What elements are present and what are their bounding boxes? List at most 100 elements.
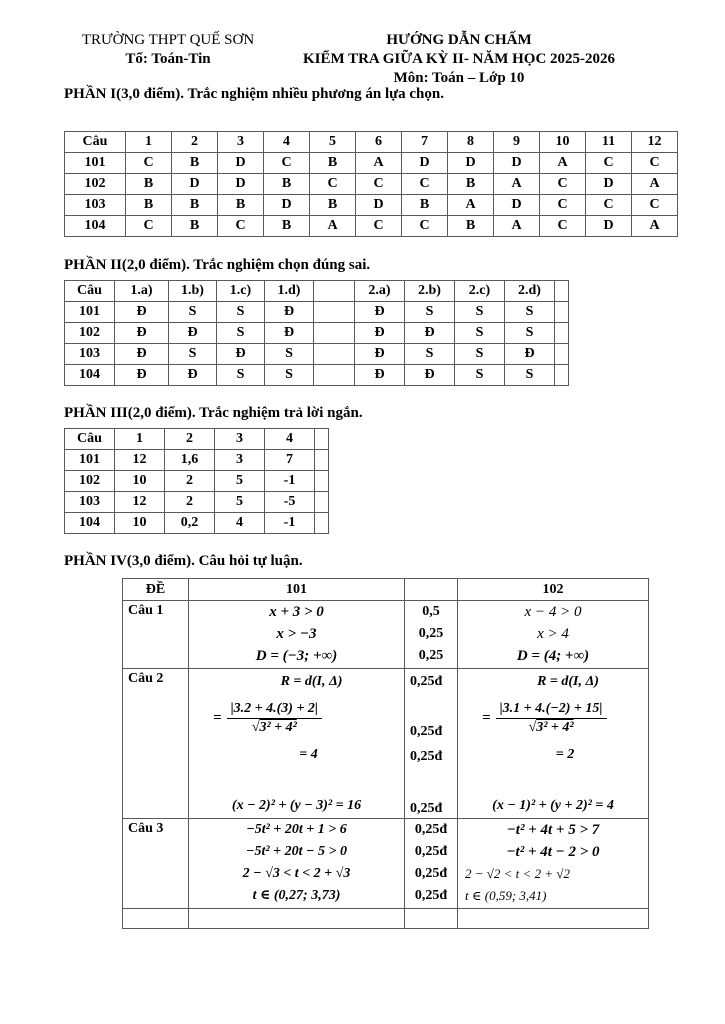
document-title-block: HƯỚNG DẪN CHẤM KIỂM TRA GIỮA KỲ II- NĂM … bbox=[290, 31, 628, 88]
answer-cell: S bbox=[216, 301, 265, 323]
answer-cell bbox=[314, 449, 329, 471]
question-label-cell: Câu 3 bbox=[122, 818, 189, 909]
solution-cell-101: −5t² + 20t + 1 > 6 −5t² + 20t − 5 > 0 2 … bbox=[188, 818, 405, 909]
part3-answer-table: Câu 1 2 3 4 101 12 1,6 3 7 102 10 2 5 -1 103 12 2 5 -5 1… bbox=[64, 428, 329, 534]
answer-cell: S bbox=[454, 322, 505, 344]
table-row: 101 12 1,6 3 7 bbox=[64, 449, 329, 471]
table-row: 101 Đ S S Đ Đ S S S bbox=[64, 301, 569, 323]
row-label: 104 bbox=[64, 512, 115, 534]
col-header: 1 bbox=[125, 131, 172, 153]
table-row: 104 10 0,2 4 -1 bbox=[64, 512, 329, 534]
math-line: D = (−3; +∞) bbox=[255, 648, 338, 664]
answer-cell: C bbox=[263, 152, 310, 174]
points-value: 0,25đ bbox=[410, 724, 443, 739]
math-line: x − 4 > 0 bbox=[524, 604, 582, 620]
answer-cell: A bbox=[631, 215, 678, 237]
answer-cell bbox=[314, 470, 329, 492]
answer-cell: Đ bbox=[114, 364, 169, 386]
answer-cell: C bbox=[401, 173, 448, 195]
math-line: (x − 2)² + (y − 3)² = 16 bbox=[231, 798, 362, 813]
school-header: TRƯỜNG THPT QUẾ SƠN Tổ: Toán-Tin bbox=[66, 31, 270, 69]
points-value: 0,25 bbox=[418, 648, 444, 663]
solution-cell-102: x − 4 > 0 x > 4 D = (4; +∞) bbox=[457, 600, 649, 669]
answer-cell: Đ bbox=[504, 343, 555, 365]
answer-cell: S bbox=[216, 322, 265, 344]
points-value: 0,25đ bbox=[410, 801, 443, 816]
fraction-denominator: √3² + 4² bbox=[227, 719, 322, 736]
answer-cell: D bbox=[493, 194, 540, 216]
answer-cell: D bbox=[355, 194, 402, 216]
answer-cell: C bbox=[125, 215, 172, 237]
row-label: 103 bbox=[64, 491, 115, 513]
answer-cell: Đ bbox=[168, 322, 217, 344]
empty-cell bbox=[188, 908, 405, 929]
answer-cell: S bbox=[264, 364, 314, 386]
answer-cell: -1 bbox=[264, 512, 315, 534]
points-value: 0,25đ bbox=[414, 888, 448, 903]
part3-heading: PHẦN III(2,0 điểm). Trắc nghiệm trả lời … bbox=[64, 405, 363, 421]
row-label: 102 bbox=[64, 173, 126, 195]
col-header: 2.d) bbox=[504, 280, 555, 302]
answer-cell: C bbox=[217, 215, 264, 237]
answer-cell: C bbox=[309, 173, 356, 195]
answer-cell: C bbox=[585, 194, 632, 216]
exam-subtitle: KIỂM TRA GIỮA KỲ II- NĂM HỌC 2025-2026 bbox=[302, 51, 616, 67]
table-row: 101 C B D C B A D D D A C C bbox=[64, 152, 678, 174]
answer-cell bbox=[314, 491, 329, 513]
row-label: 101 bbox=[64, 152, 126, 174]
row-label: 103 bbox=[64, 194, 126, 216]
answer-cell: Đ bbox=[404, 364, 455, 386]
answer-cell: S bbox=[168, 301, 217, 323]
col-header: Câu bbox=[64, 280, 115, 302]
part2-answer-table: Câu 1.a) 1.b) 1.c) 1.d) 2.a) 2.b) 2.c) 2.d) 101 Đ… bbox=[64, 280, 569, 386]
col-header: 3 bbox=[217, 131, 264, 153]
answer-cell: Đ bbox=[354, 364, 405, 386]
col-header: 7 bbox=[401, 131, 448, 153]
solution-cell-102: −t² + 4t + 5 > 7 −t² + 4t − 2 > 0 2 − √2… bbox=[457, 818, 649, 909]
answer-cell: C bbox=[585, 152, 632, 174]
math-line: t ∈ (0,59; 3,41) bbox=[465, 888, 547, 903]
answer-cell: D bbox=[217, 173, 264, 195]
col-header: Câu bbox=[64, 428, 115, 450]
answer-cell bbox=[554, 364, 569, 386]
answer-cell: C bbox=[539, 215, 586, 237]
subject-line: Môn: Toán – Lớp 10 bbox=[393, 70, 525, 86]
col-header: 6 bbox=[355, 131, 402, 153]
col-header: 10 bbox=[539, 131, 586, 153]
solution-cell-102: R = d(I, Δ) = |3.1 + 4.(−2) + 15| √3² + … bbox=[457, 668, 649, 819]
answer-cell: Đ bbox=[354, 322, 405, 344]
answer-cell: A bbox=[539, 152, 586, 174]
answer-cell: S bbox=[504, 364, 555, 386]
answer-cell: S bbox=[264, 343, 314, 365]
col-header: 5 bbox=[309, 131, 356, 153]
col-header: 2 bbox=[164, 428, 215, 450]
col-header: 102 bbox=[457, 578, 649, 601]
points-value: 0,25đ bbox=[414, 866, 448, 881]
col-header: 101 bbox=[188, 578, 405, 601]
table-row: 102 Đ Đ S Đ Đ Đ S S bbox=[64, 322, 569, 344]
table-header-row: Câu 1 2 3 4 5 6 7 8 9 10 11 12 bbox=[64, 131, 678, 153]
math-line: D = (4; +∞) bbox=[516, 648, 590, 664]
table-row: 102 B D D B C C C B A C D A bbox=[64, 173, 678, 195]
answer-cell: D bbox=[401, 152, 448, 174]
col-header bbox=[554, 280, 569, 302]
answer-cell: 12 bbox=[114, 491, 165, 513]
answer-cell bbox=[314, 512, 329, 534]
answer-cell: A bbox=[631, 173, 678, 195]
part4-heading: PHẦN IV(3,0 điểm). Câu hỏi tự luận. bbox=[64, 553, 303, 569]
points-value: 0,25đ bbox=[410, 674, 443, 689]
answer-cell: C bbox=[125, 152, 172, 174]
row-label: 104 bbox=[64, 215, 126, 237]
col-header: 9 bbox=[493, 131, 540, 153]
answer-cell: 5 bbox=[214, 491, 265, 513]
math-line: = |3.1 + 4.(−2) + 15| √3² + 4² bbox=[459, 692, 648, 744]
fraction-denominator: √3² + 4² bbox=[496, 719, 607, 736]
answer-cell: C bbox=[401, 215, 448, 237]
answer-cell: S bbox=[454, 343, 505, 365]
table-row: Câu 2 R = d(I, Δ) = |3.2 + 4.(3) + 2| √3… bbox=[122, 668, 649, 819]
answer-cell: D bbox=[217, 152, 264, 174]
answer-cell: 0,2 bbox=[164, 512, 215, 534]
answer-cell: Đ bbox=[216, 343, 265, 365]
row-label: 103 bbox=[64, 343, 115, 365]
answer-cell bbox=[554, 343, 569, 365]
